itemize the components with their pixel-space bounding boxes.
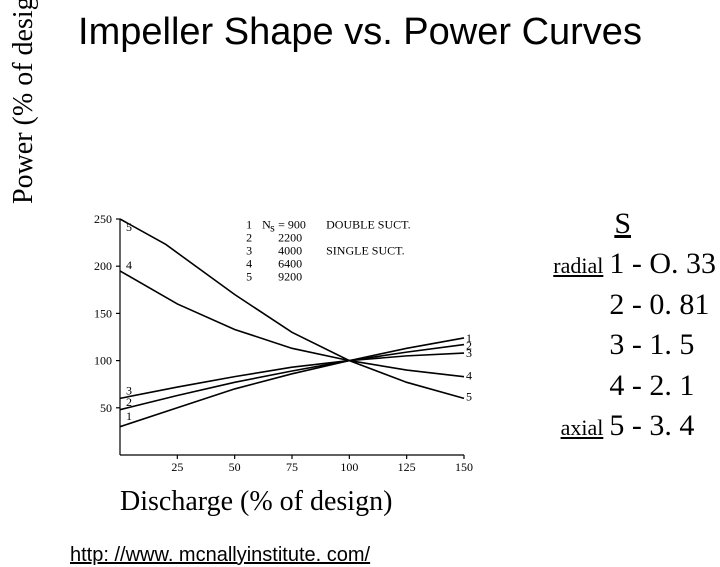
legend-row-2: 2 - 0. 81 <box>529 285 716 326</box>
svg-text:5: 5 <box>246 269 252 283</box>
svg-text:4: 4 <box>466 369 472 383</box>
svg-text:50: 50 <box>229 460 241 474</box>
legend-text: 4 - 2. 1 <box>609 369 694 402</box>
svg-text:9200: 9200 <box>278 269 302 283</box>
svg-text:150: 150 <box>455 460 473 474</box>
svg-text:125: 125 <box>398 460 416 474</box>
svg-text:DOUBLE SUCT.: DOUBLE SUCT. <box>326 217 410 231</box>
legend-tag: axial <box>529 413 603 443</box>
svg-text:SINGLE SUCT.: SINGLE SUCT. <box>326 243 404 257</box>
legend-row-5: axial5 - 3. 4 <box>529 406 716 447</box>
legend-text: 5 - 3. 4 <box>609 409 694 442</box>
svg-text:s: s <box>270 220 275 234</box>
legend-row-1: radial1 - O. 33 <box>529 244 716 285</box>
svg-text:1: 1 <box>246 217 252 231</box>
svg-text:150: 150 <box>94 306 112 320</box>
svg-text:2: 2 <box>126 395 132 409</box>
s-legend: S radial1 - O. 33 2 - 0. 81 3 - 1. 5 4 -… <box>529 204 716 447</box>
svg-text:3: 3 <box>466 346 472 360</box>
svg-text:5: 5 <box>466 389 472 403</box>
y-axis-label: Power (% of design) <box>8 0 40 204</box>
svg-text:4: 4 <box>246 256 252 270</box>
svg-text:1: 1 <box>126 409 132 423</box>
source-link[interactable]: http: //www. mcnallyinstitute. com/ <box>70 544 370 567</box>
svg-text:75: 75 <box>286 460 298 474</box>
x-axis-label: Discharge (% of design) <box>120 486 392 518</box>
svg-text:5: 5 <box>126 220 132 234</box>
svg-text:3: 3 <box>246 243 252 257</box>
svg-text:4000: 4000 <box>278 243 302 257</box>
legend-text: 3 - 1. 5 <box>609 328 694 361</box>
legend-text: 2 - 0. 81 <box>609 288 709 321</box>
slide-title: Impeller Shape vs. Power Curves <box>0 0 720 54</box>
svg-text:25: 25 <box>171 460 183 474</box>
svg-text:200: 200 <box>94 259 112 273</box>
legend-row-3: 3 - 1. 5 <box>529 325 716 366</box>
svg-text:100: 100 <box>94 353 112 367</box>
svg-text:= 900: = 900 <box>278 217 306 231</box>
svg-text:2200: 2200 <box>278 230 302 244</box>
legend-text: 1 - O. 33 <box>609 247 716 280</box>
legend-tag: radial <box>529 251 603 281</box>
svg-text:50: 50 <box>100 401 112 415</box>
svg-text:2: 2 <box>246 230 252 244</box>
svg-text:100: 100 <box>340 460 358 474</box>
svg-text:6400: 6400 <box>278 256 302 270</box>
svg-text:4: 4 <box>126 258 132 272</box>
svg-text:250: 250 <box>94 212 112 226</box>
power-curves-chart: 5010015020025025507510012515054321123451… <box>80 209 480 479</box>
legend-header: S <box>529 204 716 245</box>
legend-row-4: 4 - 2. 1 <box>529 366 716 407</box>
